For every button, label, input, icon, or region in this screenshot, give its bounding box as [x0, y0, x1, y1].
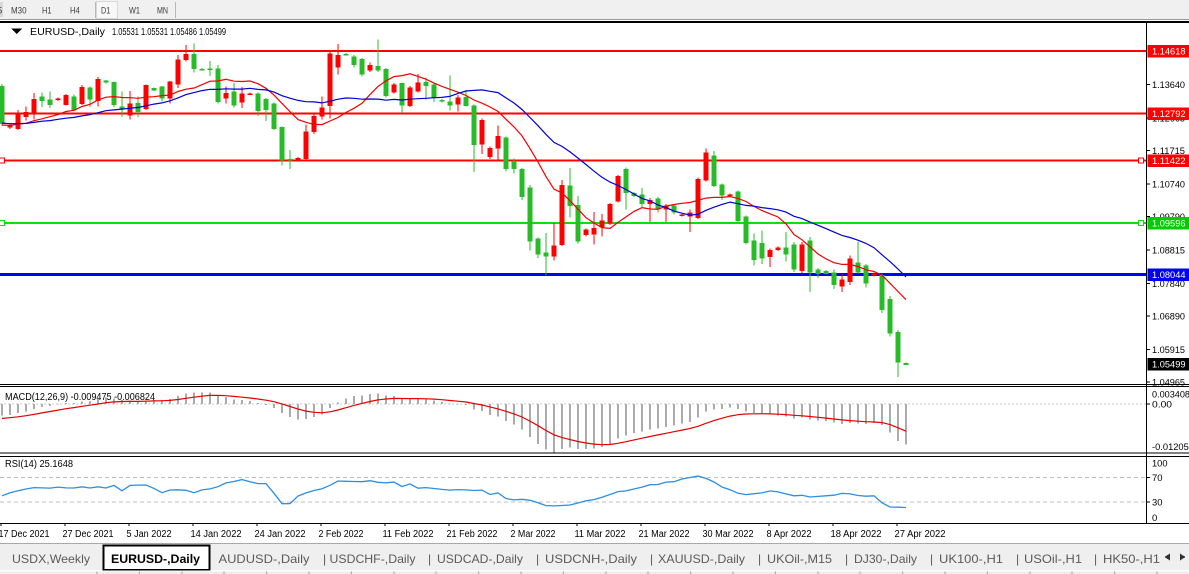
- svg-text:30 Mar 2022: 30 Mar 2022: [703, 529, 754, 540]
- svg-text:EURUSD-,Daily: EURUSD-,Daily: [30, 26, 106, 38]
- svg-text:21 Mar 2022: 21 Mar 2022: [639, 529, 690, 540]
- svg-text:USDX,Weekly: USDX,Weekly: [12, 552, 90, 566]
- svg-text:USDCNH-,Daily: USDCNH-,Daily: [545, 552, 637, 566]
- svg-text:24 Jan 2022: 24 Jan 2022: [255, 529, 306, 540]
- svg-text:1.11715: 1.11715: [1152, 146, 1185, 157]
- svg-text:0.003408: 0.003408: [1152, 390, 1189, 401]
- svg-text:1.05531 1.05531 1.05486 1.0549: 1.05531 1.05531 1.05486 1.05499: [112, 26, 226, 38]
- svg-text:UK100-,H1: UK100-,H1: [939, 552, 1003, 566]
- svg-text:1.08815: 1.08815: [1152, 246, 1185, 257]
- svg-text:XAUUSD-,Daily: XAUUSD-,Daily: [658, 552, 745, 566]
- svg-text:EURUSD-,Daily: EURUSD-,Daily: [111, 552, 200, 566]
- svg-text:1.08044: 1.08044: [1152, 270, 1186, 281]
- svg-text:|: |: [1094, 552, 1097, 566]
- svg-text:1.06890: 1.06890: [1152, 312, 1185, 323]
- svg-text:1.07840: 1.07840: [1152, 279, 1185, 290]
- svg-text:MACD(12,26,9) -0.009475 -0.006: MACD(12,26,9) -0.009475 -0.006824: [5, 392, 156, 403]
- svg-text:1.05499: 1.05499: [1152, 360, 1186, 371]
- svg-text:UKOil-,M15: UKOil-,M15: [767, 552, 832, 566]
- svg-text:30: 30: [1152, 498, 1163, 509]
- svg-text:HK50-,H1: HK50-,H1: [1103, 552, 1160, 566]
- svg-text:D1: D1: [101, 6, 110, 17]
- svg-text:1.10740: 1.10740: [1152, 180, 1185, 191]
- svg-text:5 Jan 2022: 5 Jan 2022: [127, 529, 172, 540]
- svg-text:M30: M30: [11, 6, 27, 17]
- svg-text:1.09596: 1.09596: [1152, 219, 1186, 230]
- svg-text:|: |: [930, 552, 933, 566]
- svg-text:USDCHF-,Daily: USDCHF-,Daily: [330, 552, 416, 566]
- svg-text:27 Apr 2022: 27 Apr 2022: [895, 529, 946, 540]
- svg-text:DJ30-,Daily: DJ30-,Daily: [854, 552, 917, 566]
- svg-text:27 Dec 2021: 27 Dec 2021: [63, 529, 114, 540]
- svg-text:|: |: [650, 552, 653, 566]
- svg-text:MN: MN: [157, 6, 168, 17]
- svg-text:17 Dec 2021: 17 Dec 2021: [0, 529, 50, 540]
- svg-text:USDCAD-,Daily: USDCAD-,Daily: [437, 552, 523, 566]
- svg-text:1.11422: 1.11422: [1152, 156, 1186, 167]
- svg-text:11 Feb 2022: 11 Feb 2022: [383, 529, 434, 540]
- svg-text:2 Mar 2022: 2 Mar 2022: [511, 529, 556, 540]
- svg-text:-0.012058: -0.012058: [1152, 442, 1189, 453]
- svg-text:|: |: [758, 552, 761, 566]
- svg-text:100: 100: [1152, 459, 1168, 470]
- svg-text:|: |: [323, 552, 326, 566]
- svg-text:|: |: [1016, 552, 1019, 566]
- svg-text:21 Feb 2022: 21 Feb 2022: [447, 529, 498, 540]
- svg-text:70: 70: [1152, 473, 1163, 484]
- svg-text:W1: W1: [129, 6, 140, 17]
- svg-text:|: |: [428, 552, 431, 566]
- svg-text:14 Jan 2022: 14 Jan 2022: [191, 529, 242, 540]
- svg-text:|: |: [845, 552, 848, 566]
- svg-text:|: |: [536, 552, 539, 566]
- svg-text:H1: H1: [42, 6, 52, 17]
- svg-text:1.12792: 1.12792: [1152, 109, 1186, 120]
- svg-text:AUDUSD-,Daily: AUDUSD-,Daily: [219, 552, 310, 566]
- svg-text:H4: H4: [70, 6, 80, 17]
- svg-text:0: 0: [1152, 513, 1157, 524]
- svg-text:RSI(14) 25.1648: RSI(14) 25.1648: [5, 459, 74, 470]
- svg-text:5: 5: [0, 6, 2, 17]
- svg-text:1.14618: 1.14618: [1152, 47, 1186, 58]
- svg-text:1.04965: 1.04965: [1152, 378, 1185, 389]
- svg-text:1.13640: 1.13640: [1152, 80, 1185, 91]
- svg-text:2 Feb 2022: 2 Feb 2022: [319, 529, 364, 540]
- svg-text:0.00: 0.00: [1152, 400, 1172, 411]
- svg-text:USOil-,H1: USOil-,H1: [1024, 552, 1082, 566]
- svg-text:8 Apr 2022: 8 Apr 2022: [767, 529, 812, 540]
- svg-text:11 Mar 2022: 11 Mar 2022: [575, 529, 626, 540]
- svg-text:18 Apr 2022: 18 Apr 2022: [831, 529, 882, 540]
- svg-text:1.05915: 1.05915: [1152, 345, 1185, 356]
